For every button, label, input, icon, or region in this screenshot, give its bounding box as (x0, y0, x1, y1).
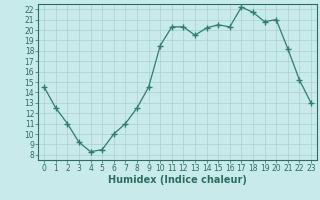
X-axis label: Humidex (Indice chaleur): Humidex (Indice chaleur) (108, 175, 247, 185)
